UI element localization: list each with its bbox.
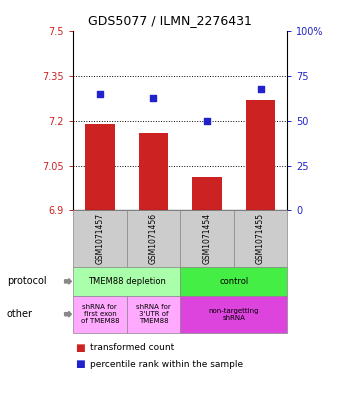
Text: transformed count: transformed count: [90, 343, 174, 352]
Text: shRNA for
3'UTR of
TMEM88: shRNA for 3'UTR of TMEM88: [136, 304, 171, 324]
Text: non-targetting
shRNA: non-targetting shRNA: [208, 308, 259, 321]
Bar: [192, 178, 222, 210]
Text: percentile rank within the sample: percentile rank within the sample: [90, 360, 243, 369]
Text: ■: ■: [75, 359, 85, 369]
Text: GDS5077 / ILMN_2276431: GDS5077 / ILMN_2276431: [88, 14, 252, 27]
Bar: [246, 100, 275, 210]
Text: GSM1071456: GSM1071456: [149, 213, 158, 264]
Text: ■: ■: [75, 343, 85, 353]
Point: [258, 86, 263, 92]
Text: shRNA for
first exon
of TMEM88: shRNA for first exon of TMEM88: [81, 304, 119, 324]
Text: protocol: protocol: [7, 276, 47, 286]
Point: [151, 94, 156, 101]
Text: GSM1071457: GSM1071457: [96, 213, 104, 264]
Text: other: other: [7, 309, 33, 319]
Point: [204, 118, 210, 124]
Bar: [139, 133, 168, 210]
Text: control: control: [219, 277, 249, 286]
Bar: [85, 124, 115, 210]
Text: GSM1071454: GSM1071454: [203, 213, 211, 264]
Text: GSM1071455: GSM1071455: [256, 213, 265, 264]
Text: TMEM88 depletion: TMEM88 depletion: [88, 277, 166, 286]
Point: [97, 91, 103, 97]
